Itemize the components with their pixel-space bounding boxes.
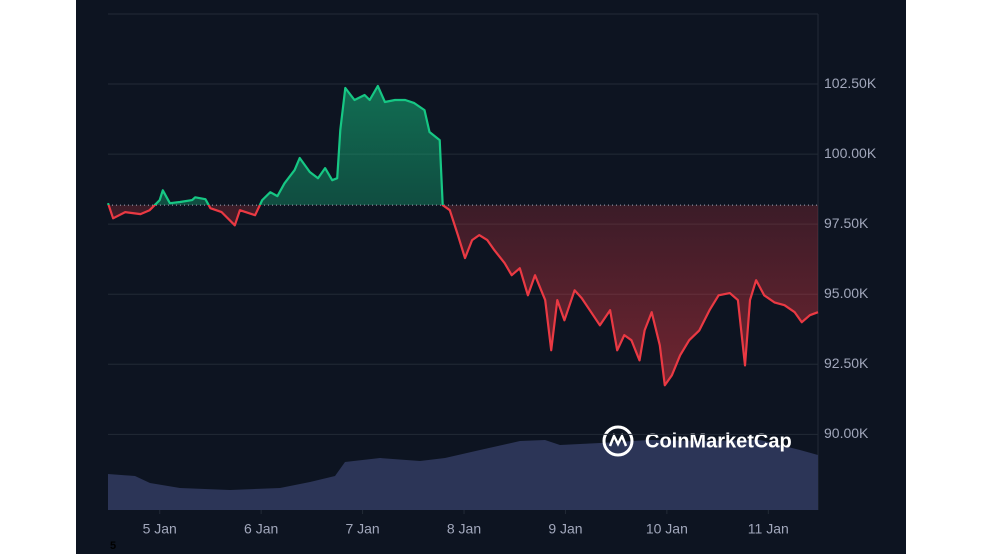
watermark-text: CoinMarketCap [645, 430, 792, 452]
area-down [108, 205, 818, 386]
y-tick-label: 97.50K [824, 215, 869, 231]
volume-area [108, 440, 818, 510]
x-tick-label: 7 Jan [345, 521, 379, 537]
x-tick-label: 8 Jan [447, 521, 481, 537]
y-tick-label: 95.00K [824, 285, 869, 301]
price-line [106, 84, 819, 387]
y-tick-label: 90.00K [824, 425, 869, 441]
footnote: 5 [110, 540, 116, 552]
y-tick-label: 100.00K [824, 145, 877, 161]
x-tick-label: 9 Jan [548, 521, 582, 537]
x-tick-label: 6 Jan [244, 521, 278, 537]
logo-mark [608, 432, 628, 447]
y-tick-label: 92.50K [824, 355, 869, 371]
logo [602, 425, 634, 457]
watermark: CoinMarketCap [602, 425, 792, 457]
x-tick-label: 11 Jan [748, 521, 789, 537]
x-tick-label: 5 Jan [143, 521, 177, 537]
y-tick-label: 102.50K [824, 75, 877, 91]
x-tick-label: 10 Jan [646, 521, 688, 537]
